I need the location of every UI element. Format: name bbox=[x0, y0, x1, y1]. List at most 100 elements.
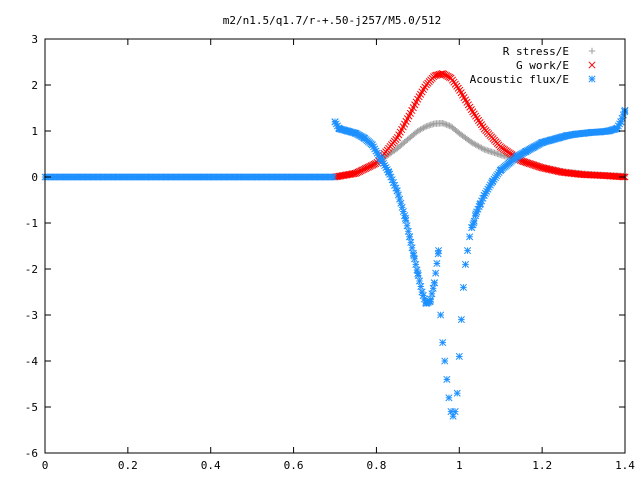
data-point bbox=[543, 165, 551, 173]
y-tick-label: 0 bbox=[31, 171, 38, 184]
data-point bbox=[547, 166, 555, 174]
data-point bbox=[437, 70, 445, 78]
data-point bbox=[541, 164, 549, 173]
data-point bbox=[464, 247, 472, 255]
data-point bbox=[409, 249, 417, 257]
data-point bbox=[403, 222, 411, 230]
data-point bbox=[556, 168, 564, 176]
data-point bbox=[470, 217, 478, 225]
data-point bbox=[329, 173, 337, 181]
data-point bbox=[471, 140, 478, 148]
data-point bbox=[439, 339, 447, 347]
data-point bbox=[415, 277, 424, 285]
data-point bbox=[473, 142, 481, 149]
data-point bbox=[443, 121, 450, 128]
data-point bbox=[413, 266, 421, 274]
x-tick-label: 1 bbox=[456, 459, 463, 472]
legend-marker bbox=[588, 75, 596, 83]
data-point bbox=[407, 238, 415, 246]
data-point bbox=[475, 143, 482, 150]
data-point bbox=[453, 389, 461, 397]
data-point bbox=[404, 227, 412, 235]
data-point bbox=[443, 375, 451, 383]
plot-frame bbox=[44, 38, 626, 454]
y-tick-label: 2 bbox=[31, 79, 38, 92]
data-point bbox=[396, 195, 404, 203]
y-tick-label: -4 bbox=[25, 355, 39, 368]
data-point bbox=[432, 269, 440, 277]
data-point bbox=[408, 244, 416, 252]
x-tick-label: 0.8 bbox=[366, 459, 386, 472]
data-point bbox=[445, 394, 453, 402]
data-point bbox=[441, 357, 449, 365]
data-point bbox=[437, 311, 445, 319]
legend-marker bbox=[588, 47, 596, 55]
data-point bbox=[459, 283, 467, 291]
data-point bbox=[410, 255, 419, 263]
data-point bbox=[546, 165, 554, 174]
x-tick-label: 1.4 bbox=[615, 459, 635, 472]
data-point bbox=[548, 166, 557, 174]
legend-marker bbox=[588, 61, 596, 69]
data-point bbox=[472, 141, 479, 148]
x-tick-label: 0.2 bbox=[118, 459, 138, 472]
data-point bbox=[479, 145, 487, 152]
y-tick-label: -1 bbox=[25, 217, 38, 230]
data-point bbox=[430, 279, 438, 287]
y-tick-label: -5 bbox=[25, 401, 38, 414]
data-point bbox=[476, 143, 484, 151]
data-point bbox=[417, 126, 424, 133]
data-point bbox=[418, 125, 426, 132]
data-point bbox=[478, 144, 485, 152]
data-point bbox=[402, 216, 410, 224]
data-point bbox=[420, 124, 427, 132]
data-point bbox=[348, 170, 356, 178]
data-point bbox=[406, 233, 414, 241]
plot-area bbox=[41, 70, 629, 420]
data-point bbox=[415, 127, 423, 134]
data-point bbox=[412, 260, 420, 268]
data-point bbox=[540, 164, 548, 172]
data-point bbox=[394, 191, 402, 199]
data-point bbox=[554, 167, 562, 175]
data-point bbox=[414, 271, 422, 279]
data-point bbox=[434, 250, 442, 258]
data-point bbox=[393, 187, 401, 195]
data-point bbox=[538, 164, 546, 172]
series-2 bbox=[41, 106, 629, 420]
y-tick-label: -3 bbox=[25, 309, 38, 322]
data-point bbox=[469, 139, 476, 147]
axes: 0 0.2 0.4 0.6 0.8 1 1.2 1.4 3 2 1 0 -1 -2 -3 -4 -5 -6 bbox=[25, 33, 636, 472]
x-tick-label: 0.6 bbox=[284, 459, 304, 472]
data-point bbox=[457, 316, 465, 324]
data-point bbox=[440, 120, 447, 127]
data-point bbox=[461, 260, 470, 268]
data-point bbox=[429, 284, 437, 292]
chart-title: m2/n1.5/q1.7/r-+.50-j257/M5.0/512 bbox=[223, 14, 442, 27]
data-point bbox=[550, 166, 558, 174]
data-point bbox=[442, 120, 449, 128]
legend-label: R stress/E bbox=[503, 45, 569, 58]
x-tick-label: 1.2 bbox=[532, 459, 552, 472]
data-point bbox=[444, 122, 452, 129]
data-point bbox=[455, 352, 463, 360]
data-point bbox=[421, 123, 429, 131]
data-point bbox=[398, 203, 406, 211]
data-point bbox=[451, 408, 459, 416]
y-tick-label: 1 bbox=[31, 125, 38, 138]
data-point bbox=[417, 282, 425, 291]
x-tick-label: 0 bbox=[42, 459, 49, 472]
data-point bbox=[553, 167, 561, 175]
data-point bbox=[331, 118, 339, 126]
data-point bbox=[433, 259, 441, 268]
series-1 bbox=[331, 70, 629, 181]
data-point bbox=[544, 165, 552, 173]
data-point bbox=[401, 212, 409, 220]
data-point bbox=[427, 295, 435, 303]
legend-label: G work/E bbox=[516, 59, 569, 72]
data-point bbox=[399, 207, 407, 216]
data-point bbox=[466, 233, 474, 241]
y-tick-label: 3 bbox=[31, 33, 38, 46]
